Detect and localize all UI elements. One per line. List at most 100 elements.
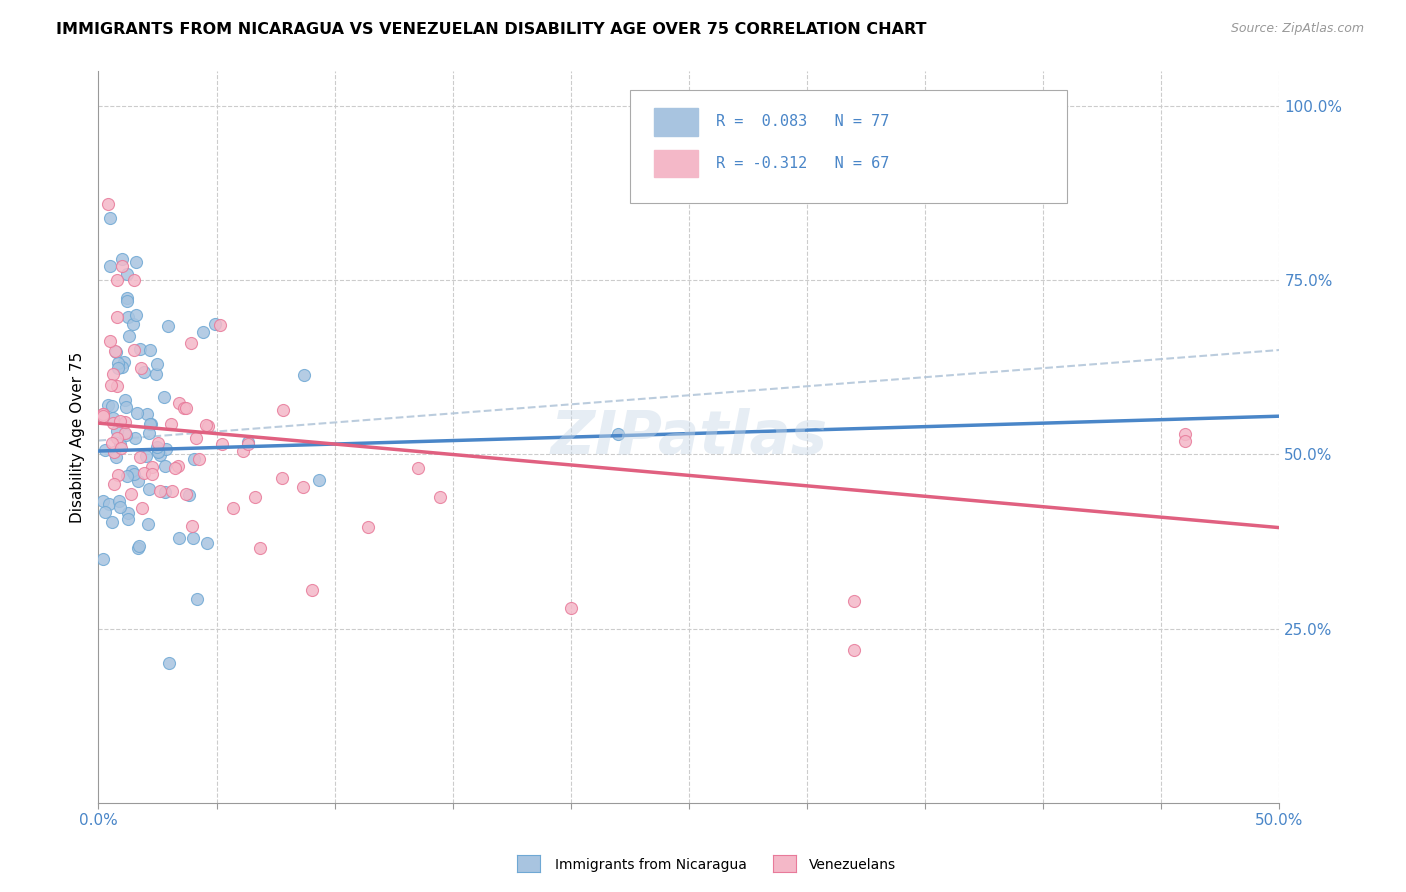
Y-axis label: Disability Age Over 75: Disability Age Over 75	[69, 351, 84, 523]
Point	[232, 444, 254, 458]
Point	[146, 357, 169, 371]
Point	[844, 642, 866, 657]
Point	[141, 459, 163, 474]
Point	[115, 400, 138, 414]
Point	[105, 425, 128, 439]
Point	[105, 432, 128, 446]
Text: ZIPatlas: ZIPatlas	[550, 408, 828, 467]
Point	[105, 378, 128, 392]
Point	[103, 411, 125, 425]
Point	[1174, 426, 1197, 441]
Point	[195, 535, 218, 549]
Point	[91, 409, 114, 423]
Point	[105, 345, 128, 359]
Point	[98, 211, 121, 225]
Point	[101, 399, 124, 413]
Point	[97, 197, 120, 211]
Point	[238, 434, 260, 449]
Point	[183, 451, 205, 466]
Point	[197, 419, 219, 434]
Point	[114, 392, 136, 407]
Point	[167, 458, 190, 473]
Point	[101, 436, 124, 450]
Point	[146, 440, 169, 454]
Point	[125, 406, 148, 420]
Point	[844, 594, 866, 608]
Point	[100, 378, 122, 392]
Point	[121, 464, 143, 478]
Point	[121, 317, 143, 331]
Text: Immigrants from Nicaragua: Immigrants from Nicaragua	[555, 858, 747, 872]
Point	[167, 531, 190, 545]
Point	[429, 490, 451, 504]
Point	[146, 445, 169, 459]
Point	[104, 450, 127, 465]
Point	[117, 512, 139, 526]
Point	[125, 308, 148, 322]
Point	[208, 318, 231, 332]
Text: Venezuelans: Venezuelans	[808, 858, 896, 872]
Point	[98, 260, 121, 274]
Point	[157, 318, 180, 333]
Point	[105, 310, 128, 325]
Point	[103, 445, 125, 459]
Point	[127, 541, 149, 555]
Point	[138, 482, 160, 496]
Point	[141, 467, 163, 481]
Point	[107, 361, 129, 376]
Point	[560, 600, 582, 615]
Point	[180, 335, 202, 350]
Point	[406, 460, 429, 475]
Point	[357, 520, 380, 534]
Point	[122, 343, 145, 357]
Point	[238, 437, 260, 451]
Bar	[654, 108, 699, 136]
Point	[149, 484, 172, 499]
Point	[117, 267, 139, 281]
Point	[159, 417, 181, 431]
Point	[292, 368, 315, 383]
Point	[243, 490, 266, 504]
Point	[129, 361, 152, 376]
Point	[114, 426, 136, 441]
Point	[120, 486, 142, 500]
Point	[134, 365, 156, 379]
Point	[103, 416, 125, 430]
Point	[124, 431, 146, 445]
Text: Source: ZipAtlas.com: Source: ZipAtlas.com	[1230, 22, 1364, 36]
Point	[108, 414, 131, 428]
Point	[139, 343, 162, 357]
Point	[222, 501, 245, 516]
Point	[91, 493, 114, 508]
Point	[110, 441, 132, 455]
Point	[124, 255, 146, 269]
Point	[174, 401, 197, 416]
Point	[135, 449, 157, 463]
Point	[111, 260, 134, 274]
FancyBboxPatch shape	[630, 90, 1067, 203]
Point	[186, 431, 208, 445]
Point	[195, 418, 218, 433]
Point	[174, 487, 197, 501]
Point	[112, 354, 135, 368]
Point	[111, 252, 134, 267]
Point	[153, 390, 176, 404]
Point	[138, 425, 160, 440]
Point	[94, 443, 117, 458]
Point	[173, 401, 195, 415]
Point	[204, 317, 226, 331]
Point	[271, 402, 294, 417]
Point	[111, 360, 134, 375]
Point	[165, 461, 187, 475]
Point	[94, 505, 117, 519]
Point	[104, 343, 127, 358]
Point	[1174, 434, 1197, 448]
Text: R = -0.312   N = 67: R = -0.312 N = 67	[716, 156, 890, 171]
Point	[179, 488, 201, 502]
Point	[139, 417, 162, 431]
Point	[101, 516, 124, 530]
Point	[157, 657, 180, 671]
Text: R =  0.083   N = 77: R = 0.083 N = 77	[716, 114, 890, 129]
Point	[91, 407, 114, 421]
Point	[115, 291, 138, 305]
